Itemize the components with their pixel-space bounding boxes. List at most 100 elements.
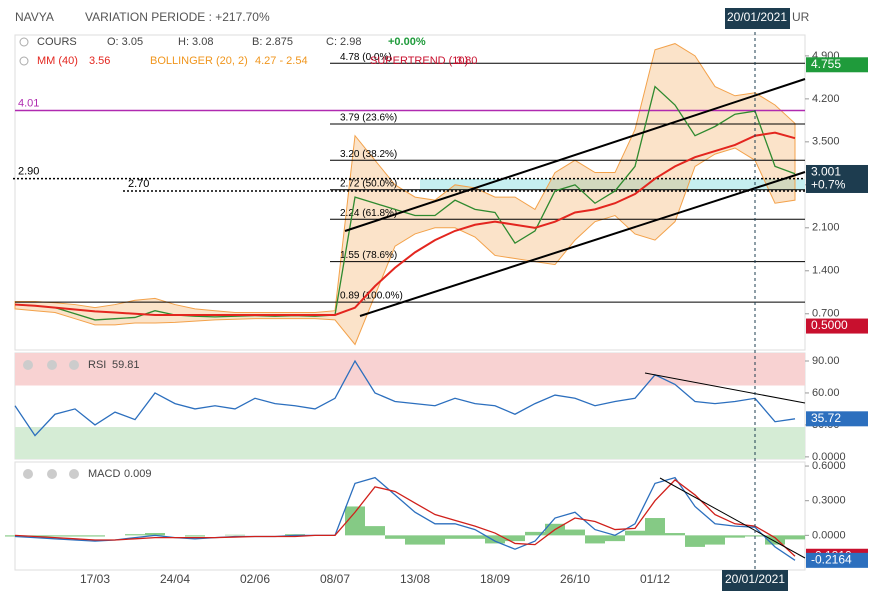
histogram-bar: [65, 535, 85, 537]
histogram-bar: [125, 534, 145, 536]
macd-panel: [14, 461, 806, 571]
value-marker: [806, 57, 868, 73]
value-marker: [806, 318, 868, 334]
histogram-bar: [665, 533, 685, 536]
histogram-bar: [445, 535, 465, 539]
histogram-bar: [585, 535, 605, 544]
rsi-value: 59.81: [112, 359, 140, 371]
legend-supertrend-value: 3.80: [456, 55, 477, 67]
histogram-bar: [625, 530, 645, 536]
macd-value: 0.009: [124, 468, 152, 480]
fib-label: 0.89 (100.0%): [340, 291, 403, 302]
variation: VARIATION PERIODE : +217.70%: [85, 10, 270, 24]
y-tick-label: 1.400: [812, 265, 840, 277]
legend-bollinger: BOLLINGER (20, 2): [150, 55, 248, 67]
y-tick-label: 2.100: [812, 222, 840, 234]
histogram-bar: [645, 518, 665, 536]
legend-close: C: 2.98: [326, 36, 361, 48]
icon[interactable]: [23, 469, 33, 479]
bollinger-band: [14, 43, 796, 346]
x-tick-label: 17/03: [80, 572, 110, 586]
rsi-icons: [23, 360, 79, 370]
y-tick-label: 3.500: [812, 136, 840, 148]
histogram-bar: [565, 529, 585, 536]
icon[interactable]: [23, 360, 33, 370]
x-tick-label: 02/06: [240, 572, 270, 586]
fib-zone: [420, 179, 805, 190]
histogram-bar: [405, 535, 425, 545]
y-tick-label: 0.6000: [812, 460, 846, 472]
histogram-bar: [185, 535, 205, 537]
x-tick-label: 24/04: [160, 572, 190, 586]
histogram-bar: [385, 535, 405, 539]
x-tick-label: 13/08: [400, 572, 430, 586]
histogram-bar: [725, 535, 745, 538]
icon[interactable]: [19, 56, 29, 66]
x-tick-label: 01/12: [640, 572, 670, 586]
date-flag: [725, 8, 790, 29]
histogram-bar: [145, 533, 165, 536]
legend-bollinger-value: 4.27 - 2.54: [255, 55, 308, 67]
histogram-bar: [765, 535, 785, 545]
trend-line: [344, 78, 806, 232]
trend-line: [644, 372, 806, 404]
histogram-bar: [525, 531, 545, 536]
y-tick-label: 0.700: [812, 308, 840, 320]
histogram-bar: [85, 535, 105, 537]
y-tick-label: 60.00: [812, 387, 840, 399]
symbol: NAVYA: [15, 10, 54, 24]
legend-change: +0.00%: [388, 36, 426, 48]
value-marker-sub: +0.7%: [811, 178, 846, 192]
histogram-bar: [785, 535, 805, 540]
legend-mm: MM (40): [37, 55, 78, 67]
price-panel: [14, 34, 806, 351]
currency: UR: [792, 10, 810, 24]
legend-supertrend: SUPERTREND (10): [370, 55, 468, 67]
histogram-bar: [425, 535, 445, 545]
trend-line: [359, 171, 806, 317]
icon[interactable]: [47, 360, 57, 370]
histogram-bar: [465, 535, 485, 539]
zone: [15, 427, 805, 459]
y-tick-label: 0.0000: [812, 529, 846, 541]
fib-label: 3.79 (23.6%): [340, 113, 397, 124]
value-marker: [806, 552, 868, 568]
value-marker-label: 3.001: [811, 165, 841, 179]
macd-label: MACD: [88, 468, 120, 480]
series-line: [14, 359, 796, 437]
series-line: [14, 131, 796, 316]
legend-high: H: 3.08: [178, 36, 213, 48]
histogram-bar: [705, 535, 725, 545]
legend-mm-value: 3.56: [89, 55, 110, 67]
level-label: 4.01: [18, 97, 39, 109]
y-tick-label: 4.200: [812, 93, 840, 105]
rsi-label: RSI: [88, 359, 106, 371]
y-tick-label: 0.3000: [812, 495, 846, 507]
icon[interactable]: [47, 469, 57, 479]
fib-label: 2.24 (61.8%): [340, 208, 397, 219]
x-tick-label: 18/09: [480, 572, 510, 586]
icon[interactable]: [69, 469, 79, 479]
fib-label: 4.78 (0.0%): [340, 52, 392, 63]
level-label: 2.70: [128, 178, 149, 190]
histogram-bar: [505, 535, 525, 542]
histogram-bar: [365, 526, 385, 536]
series-line: [14, 479, 796, 557]
macd-icons: [23, 469, 79, 479]
legend-cours: COURS: [37, 36, 77, 48]
histogram-bar: [485, 535, 505, 544]
icon[interactable]: [19, 37, 29, 47]
value-marker: [806, 411, 868, 427]
level-label: 2.90: [18, 166, 39, 178]
fib-label: 1.55 (78.6%): [340, 250, 397, 261]
histogram-bar: [745, 535, 765, 537]
value-marker-label: 35.72: [811, 411, 841, 425]
icon[interactable]: [69, 360, 79, 370]
value-marker-label: -0.2164: [811, 553, 852, 567]
value-marker-label: 0.5000: [811, 318, 848, 332]
histogram-bar: [225, 534, 245, 536]
y-tick-label: 0.0000: [812, 451, 846, 463]
value-marker: [806, 164, 868, 193]
value-marker-label: 4.755: [811, 57, 841, 71]
